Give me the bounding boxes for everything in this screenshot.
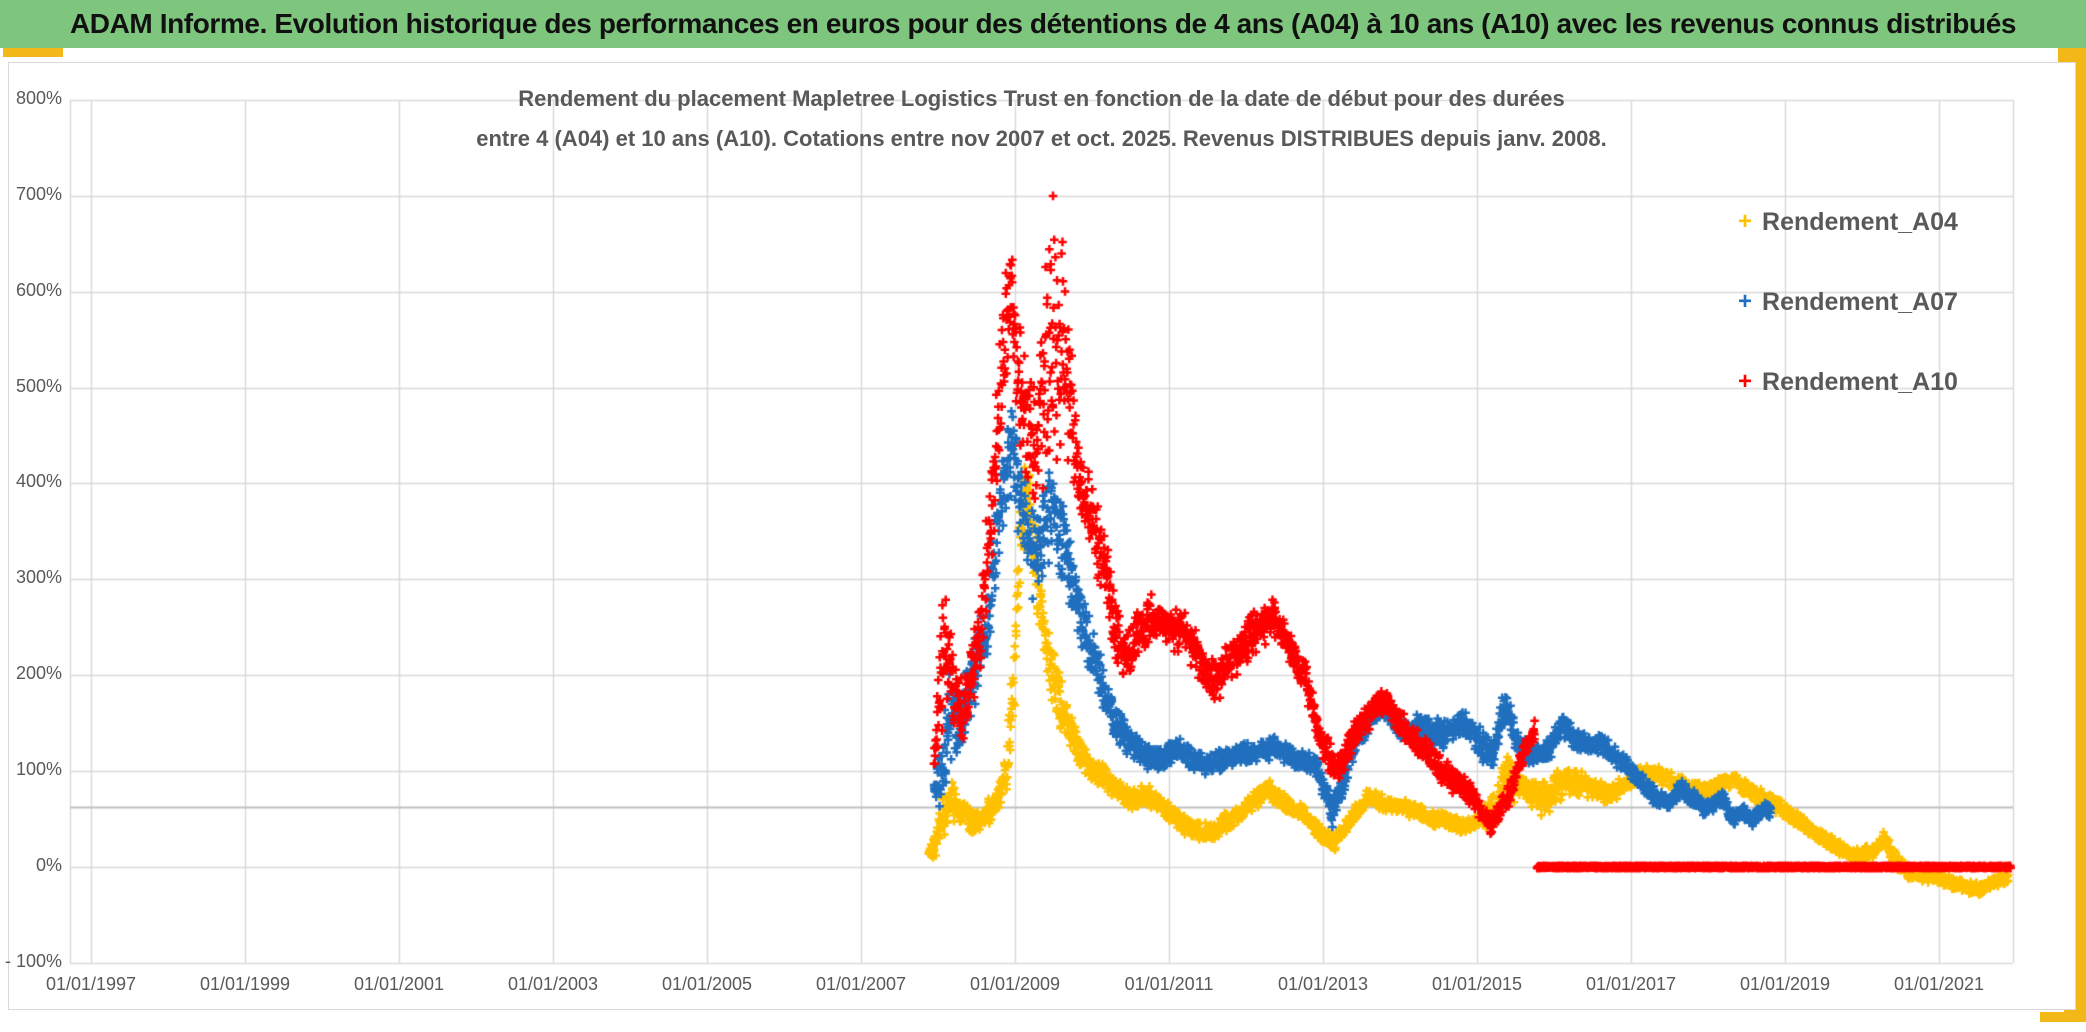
x-axis-label: 01/01/2015	[1431, 974, 1523, 994]
x-axis-label: 01/01/1999	[199, 974, 291, 994]
chart-title-line-2: entre 4 (A04) et 10 ans (A10). Cotations…	[476, 126, 1607, 151]
y-axis-label: 200%	[15, 663, 62, 684]
legend-label: Rendement_A10	[1762, 367, 1958, 396]
legend-label: Rendement_A07	[1762, 287, 1958, 316]
x-axis-label: 01/01/2017	[1585, 974, 1677, 994]
y-axis-label: 700%	[15, 183, 62, 204]
x-axis-label: 01/01/2013	[1277, 974, 1369, 994]
y-axis-label: 600%	[15, 279, 62, 300]
legend-label: Rendement_A04	[1762, 207, 1958, 236]
chart-title-line-1: Rendement du placement Mapletree Logisti…	[518, 86, 1565, 111]
legend-item-a04: + Rendement_A04	[1738, 206, 1958, 238]
x-axis-label: 01/01/2005	[661, 974, 753, 994]
y-axis-label: 0%	[35, 855, 62, 875]
legend-item-a10: + Rendement_A10	[1738, 366, 1958, 398]
y-axis-label: 500%	[15, 375, 62, 396]
y-axis-label: 100%	[15, 759, 62, 780]
plus-marker-icon: +	[1738, 208, 1753, 235]
x-axis-label: 01/01/2009	[969, 974, 1061, 994]
x-axis-label: 01/01/2003	[507, 974, 599, 994]
y-axis-label: - 100%	[4, 950, 62, 971]
x-axis-label: 01/01/2001	[353, 974, 445, 994]
plus-marker-icon: +	[1738, 368, 1753, 395]
plus-marker-icon: +	[1738, 288, 1753, 315]
x-axis-label: 01/01/2019	[1739, 974, 1831, 994]
y-axis-label: 800%	[15, 87, 62, 108]
x-axis-label: 01/01/1997	[45, 974, 137, 994]
x-axis-label: 01/01/2007	[815, 974, 907, 994]
y-axis-label: 400%	[15, 471, 62, 492]
x-axis-label: 01/01/2021	[1893, 974, 1985, 994]
x-axis-label: 01/01/2011	[1124, 974, 1214, 994]
y-axis-label: 300%	[15, 567, 62, 588]
legend-item-a07: + Rendement_A07	[1738, 286, 1958, 318]
